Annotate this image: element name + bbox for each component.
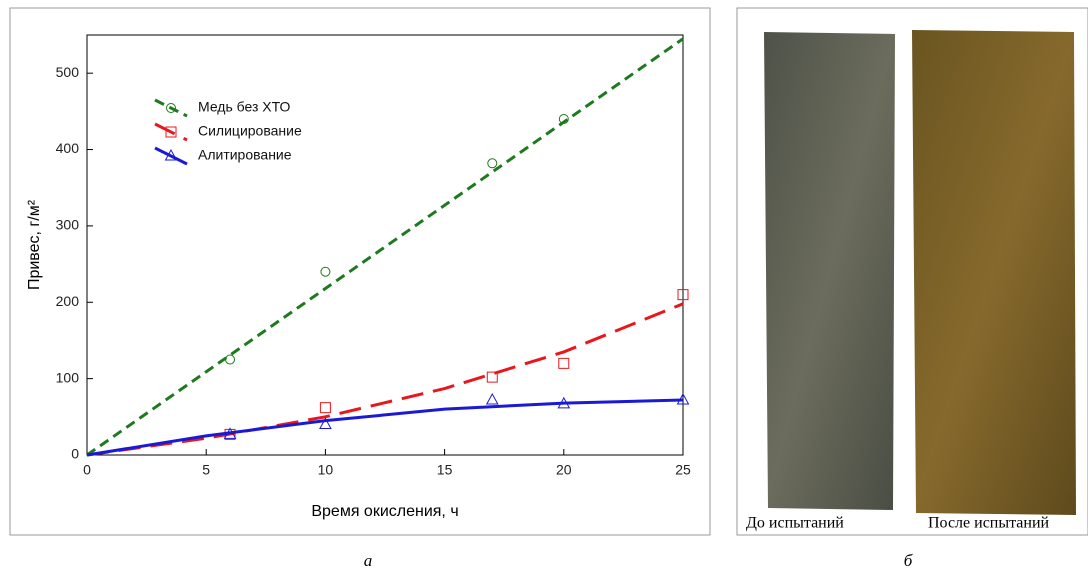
x-axis-label: Время окисления, ч — [311, 503, 458, 520]
panel-label: а — [364, 551, 373, 570]
panel-label: б — [904, 551, 913, 570]
x-tick-label: 15 — [437, 462, 453, 478]
legend-label: Алитирование — [198, 147, 292, 163]
y-tick-label: 0 — [71, 446, 79, 462]
y-tick-label: 200 — [56, 293, 80, 309]
y-axis-label: Привес, г/м² — [26, 199, 43, 290]
page: {"chart_data": {"type": "scatter", "x_la… — [0, 0, 1088, 575]
y-tick-label: 100 — [56, 369, 80, 385]
figure: Время окисления, ч Привес, г/м² а До исп… — [0, 0, 1088, 570]
x-tick-label: 10 — [318, 462, 334, 478]
legend-label: Силицирование — [198, 123, 302, 139]
x-tick-label: 25 — [675, 462, 691, 478]
y-tick-label: 500 — [56, 64, 80, 80]
y-tick-label: 300 — [56, 217, 80, 233]
specimen-before — [764, 32, 895, 510]
x-tick-label: 5 — [202, 462, 210, 478]
x-tick-label: 0 — [83, 462, 91, 478]
chart-panel — [10, 8, 710, 535]
y-tick-label: 400 — [56, 140, 80, 156]
photo-caption: После испытаний — [928, 515, 1050, 532]
specimen-after — [912, 30, 1076, 515]
legend-label: Медь без ХТО — [198, 99, 291, 115]
photo-caption: До испытаний — [746, 515, 844, 532]
x-tick-label: 20 — [556, 462, 572, 478]
